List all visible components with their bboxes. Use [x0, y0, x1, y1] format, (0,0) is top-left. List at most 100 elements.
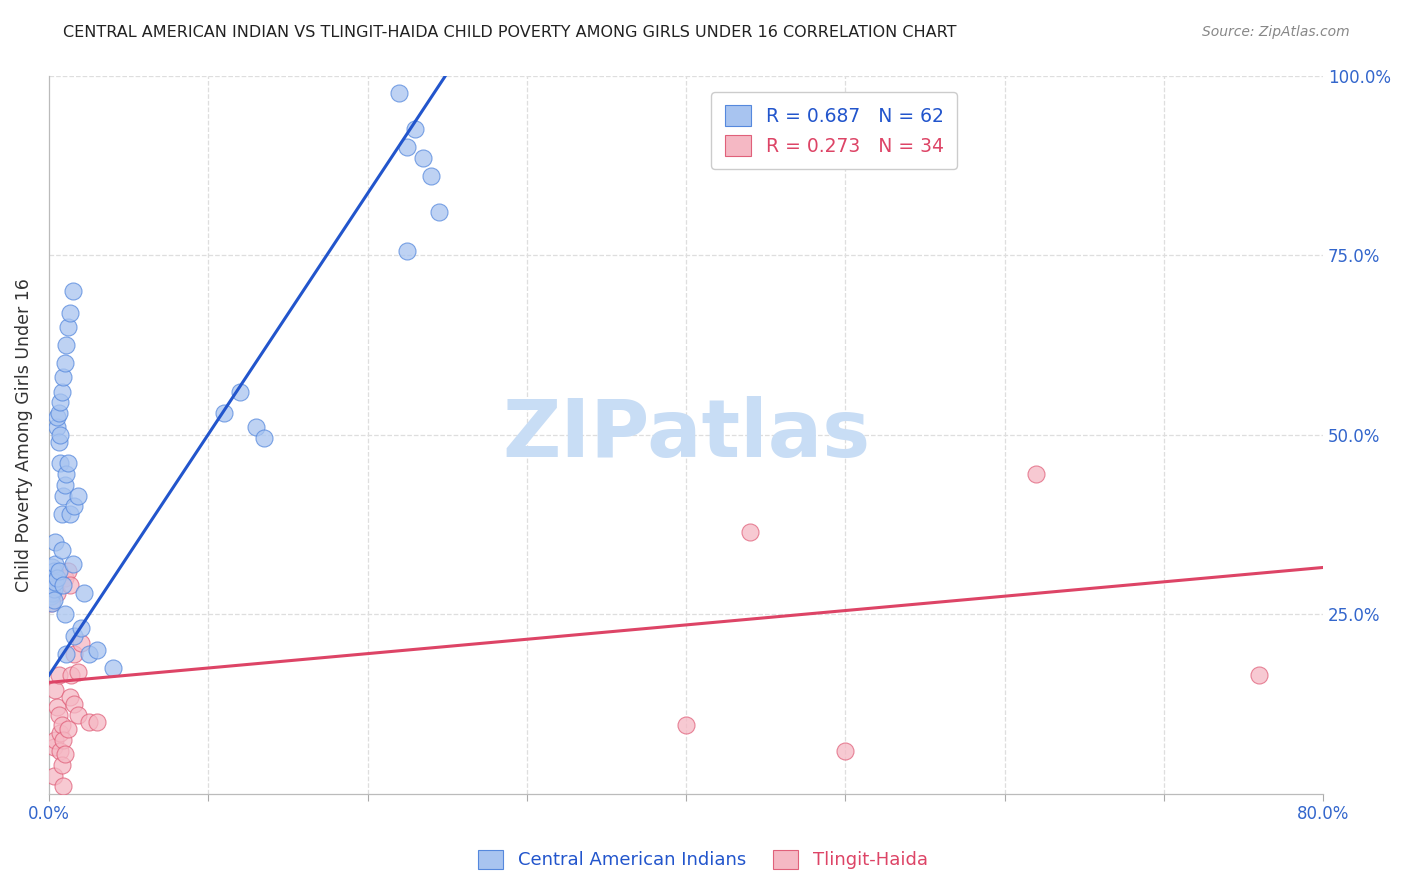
Point [44, 682, 66, 697]
Point [101, 661, 124, 675]
Point [77, 714, 100, 729]
Point [56, 722, 79, 736]
Text: Source: ZipAtlas.com: Source: ZipAtlas.com [1202, 25, 1350, 39]
Point [404, 122, 426, 136]
Point [52, 732, 75, 747]
Point [41, 574, 63, 589]
Point [39, 589, 62, 603]
Point [53, 607, 76, 621]
Point [388, 87, 411, 101]
Legend: Central American Indians, Tlingit-Haida: Central American Indians, Tlingit-Haida [470, 841, 936, 879]
Point [212, 406, 235, 420]
Point [51, 507, 73, 521]
Point [51, 718, 73, 732]
Point [39, 574, 62, 589]
Point [39, 596, 62, 610]
Point [42, 564, 65, 578]
Point [66, 489, 89, 503]
Point [42, 592, 65, 607]
Point [69, 636, 91, 650]
Point [45, 571, 67, 585]
Point [427, 205, 450, 219]
Point [49, 427, 72, 442]
Point [53, 356, 76, 370]
Point [396, 244, 419, 259]
Point [44, 535, 66, 549]
Point [48, 564, 70, 578]
Point [51, 542, 73, 557]
Point [229, 384, 252, 399]
Point [56, 456, 79, 470]
Point [1249, 668, 1271, 682]
Point [55, 338, 77, 352]
Point [48, 406, 70, 420]
Point [66, 707, 89, 722]
Text: CENTRAL AMERICAN INDIAN VS TLINGIT-HAIDA CHILD POVERTY AMONG GIRLS UNDER 16 CORR: CENTRAL AMERICAN INDIAN VS TLINGIT-HAIDA… [63, 25, 956, 40]
Point [53, 478, 76, 492]
Point [738, 524, 761, 539]
Point [66, 665, 89, 679]
Point [42, 571, 65, 585]
Point [41, 585, 63, 599]
Point [59, 578, 82, 592]
Point [1025, 467, 1047, 481]
Point [56, 564, 79, 578]
Point [63, 697, 86, 711]
Point [59, 507, 82, 521]
Point [49, 395, 72, 409]
Point [59, 690, 82, 704]
Point [42, 582, 65, 596]
Point [53, 747, 76, 761]
Y-axis label: Child Poverty Among Girls Under 16: Child Poverty Among Girls Under 16 [15, 277, 32, 591]
Point [834, 743, 856, 757]
Point [412, 151, 434, 165]
Point [63, 647, 86, 661]
Point [73, 585, 96, 599]
Point [77, 647, 100, 661]
Point [62, 557, 84, 571]
Point [48, 434, 70, 449]
Point [52, 780, 75, 794]
Text: ZIPatlas: ZIPatlas [502, 395, 870, 474]
Point [42, 769, 65, 783]
Legend: R = 0.687   N = 62, R = 0.273   N = 34: R = 0.687 N = 62, R = 0.273 N = 34 [711, 92, 957, 169]
Point [52, 489, 75, 503]
Point [49, 743, 72, 757]
Point [45, 585, 67, 599]
Point [53, 571, 76, 585]
Point [55, 467, 77, 481]
Point [52, 578, 75, 592]
Point [245, 420, 267, 434]
Point [63, 629, 86, 643]
Point [49, 456, 72, 470]
Point [48, 707, 70, 722]
Point [253, 431, 276, 445]
Point [56, 319, 79, 334]
Point [41, 574, 63, 589]
Point [42, 739, 65, 754]
Point [60, 668, 83, 682]
Point [675, 718, 697, 732]
Point [44, 732, 66, 747]
Point [62, 284, 84, 298]
Point [45, 420, 67, 434]
Point [86, 643, 108, 657]
Point [52, 370, 75, 384]
Point [39, 567, 62, 582]
Point [41, 596, 63, 610]
Point [49, 725, 72, 739]
Point [51, 758, 73, 772]
Point [420, 169, 443, 183]
Point [51, 384, 73, 399]
Point [44, 557, 66, 571]
Point [396, 140, 419, 154]
Point [86, 714, 108, 729]
Point [45, 700, 67, 714]
Point [69, 622, 91, 636]
Point [55, 647, 77, 661]
Point [39, 582, 62, 596]
Point [59, 305, 82, 319]
Point [44, 574, 66, 589]
Point [39, 582, 62, 596]
Point [45, 409, 67, 424]
